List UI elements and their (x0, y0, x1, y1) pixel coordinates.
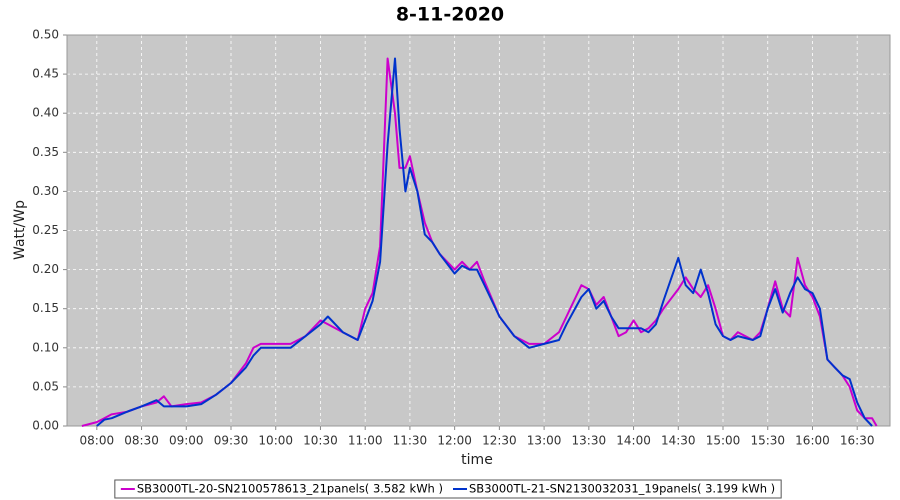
x-tick-label: 09:30 (214, 434, 249, 448)
x-tick-label: 16:00 (795, 434, 830, 448)
chart-title: 8-11-2020 (396, 4, 504, 26)
y-axis-label: Watt/Wp (12, 200, 28, 260)
legend-label: SB3000TL-20-SN2100578613_21panels( 3.582… (137, 482, 443, 496)
x-tick-label: 12:30 (482, 434, 517, 448)
x-tick-label: 13:30 (572, 434, 607, 448)
y-tick-label: 0.25 (32, 223, 59, 237)
x-tick-label: 14:30 (661, 434, 696, 448)
x-tick-label: 09:00 (169, 434, 204, 448)
y-tick-label: 0.20 (32, 262, 59, 276)
plot-border (66, 34, 891, 427)
legend-box (114, 479, 782, 499)
y-tick-label: 0.50 (32, 28, 59, 42)
x-tick-label: 14:00 (616, 434, 651, 448)
series-line (81, 57, 878, 427)
plot-area (67, 35, 890, 426)
x-tick-label: 08:00 (80, 434, 115, 448)
y-tick-label: 0.10 (32, 340, 59, 354)
x-tick-label: 10:30 (303, 434, 338, 448)
legend-label: SB3000TL-21-SN2130032031_19panels( 3.199… (469, 482, 775, 496)
legend: SB3000TL-20-SN2100578613_21panels( 3.582… (114, 479, 782, 499)
y-tick-label: 0.15 (32, 301, 59, 315)
x-tick-label: 15:30 (750, 434, 785, 448)
x-tick-label: 16:30 (840, 434, 875, 448)
x-tick-label: 08:30 (124, 434, 159, 448)
x-tick-label: 13:00 (527, 434, 562, 448)
x-tick-label: 11:00 (348, 434, 383, 448)
x-axis-label: time (461, 452, 493, 468)
x-tick-label: 12:00 (437, 434, 472, 448)
x-tick-label: 10:00 (258, 434, 293, 448)
y-tick-label: 0.35 (32, 145, 59, 159)
y-tick-label: 0.00 (32, 419, 59, 433)
series-line (96, 57, 873, 427)
y-tick-label: 0.30 (32, 184, 59, 198)
y-tick-label: 0.40 (32, 106, 59, 120)
y-tick-label: 0.05 (32, 379, 59, 393)
x-tick-label: 15:00 (706, 434, 741, 448)
x-tick-label: 11:30 (393, 434, 428, 448)
y-tick-label: 0.45 (32, 67, 59, 81)
